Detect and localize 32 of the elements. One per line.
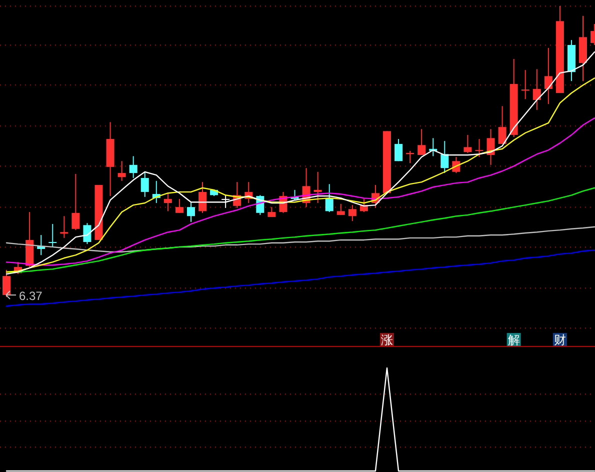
x-tick-label: 财 xyxy=(554,333,566,347)
candlestick xyxy=(118,160,126,182)
candlestick xyxy=(186,202,195,222)
candlestick xyxy=(532,68,541,110)
candlestick xyxy=(418,128,426,156)
candlestick xyxy=(72,173,80,231)
candlestick xyxy=(83,222,92,245)
candlestick xyxy=(498,106,506,144)
candlestick xyxy=(2,269,10,298)
candlestick xyxy=(394,138,403,162)
candlestick xyxy=(60,216,68,238)
candlestick xyxy=(464,134,472,154)
candlestick xyxy=(452,156,460,174)
candlestick xyxy=(140,171,149,198)
candlestick xyxy=(164,192,172,212)
candlestick xyxy=(129,156,138,178)
candlestick xyxy=(475,138,484,158)
candlestick xyxy=(198,182,207,214)
annotation: 6.37 xyxy=(19,289,43,303)
candlestick xyxy=(348,204,356,222)
candlestick xyxy=(314,171,322,204)
candlestick xyxy=(336,203,345,216)
candlestick xyxy=(175,198,184,214)
x-tick-label: 涨 xyxy=(380,333,393,347)
candlestick xyxy=(325,184,334,213)
candlestick xyxy=(521,70,530,100)
x-tick-label: 解 xyxy=(508,333,520,347)
candlestick xyxy=(440,140,449,174)
candlestick xyxy=(544,47,552,105)
candlestick xyxy=(48,223,57,248)
candlestick xyxy=(222,194,230,208)
candlestick xyxy=(268,206,276,218)
